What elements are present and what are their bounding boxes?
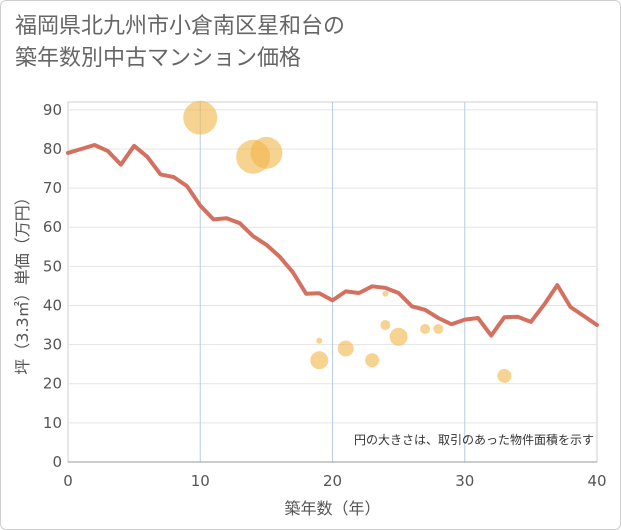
scatter-point <box>420 323 431 334</box>
y-tick-label: 80 <box>43 140 62 158</box>
title-line-1: 福岡県北九州市小倉南区星和台の <box>15 14 346 39</box>
x-tick-label: 40 <box>587 472 606 490</box>
scatter-point <box>433 323 444 334</box>
scatter-point <box>250 136 283 169</box>
y-tick-label: 60 <box>43 218 62 236</box>
y-tick-label: 20 <box>43 375 62 393</box>
average-price-line <box>66 143 599 338</box>
chart-title: 福岡県北九州市小倉南区星和台の 築年数別中古マンション価格 <box>15 11 345 75</box>
scatter-point <box>183 100 218 135</box>
y-axis-label: 坪（3.3㎡）単価（万円） <box>13 189 32 374</box>
scatter-point <box>389 327 408 346</box>
y-tick-label: 0 <box>52 453 62 471</box>
x-tick-label: 20 <box>323 472 342 490</box>
scatter-point <box>382 290 389 297</box>
scatter-point <box>337 340 354 357</box>
scatter-point <box>316 337 323 344</box>
title-line-2: 築年数別中古マンション価格 <box>15 46 302 71</box>
scatter-point <box>310 351 329 370</box>
scatter-points <box>183 100 512 383</box>
y-tick-label: 90 <box>43 101 62 119</box>
y-tick-label: 50 <box>43 257 62 275</box>
size-note: 円の大きさは、取引のあった物件面積を示す <box>354 432 594 447</box>
average-line-path <box>66 143 599 338</box>
x-axis-label: 築年数（年） <box>284 499 380 518</box>
y-tick-label: 10 <box>43 414 62 432</box>
y-tick-label: 40 <box>43 296 62 314</box>
x-tick-label: 0 <box>63 472 73 490</box>
x-tick-label: 10 <box>191 472 210 490</box>
gridlines <box>67 101 598 463</box>
y-tick-label: 30 <box>43 336 62 354</box>
scatter-point <box>380 320 391 331</box>
axes: 0 10 20 30 40 50 60 70 80 90 0 10 20 30 40 <box>43 101 607 490</box>
x-tick-label: 30 <box>455 472 474 490</box>
scatter-point <box>497 368 512 383</box>
scatter-point <box>365 353 380 368</box>
y-tick-label: 70 <box>43 179 62 197</box>
